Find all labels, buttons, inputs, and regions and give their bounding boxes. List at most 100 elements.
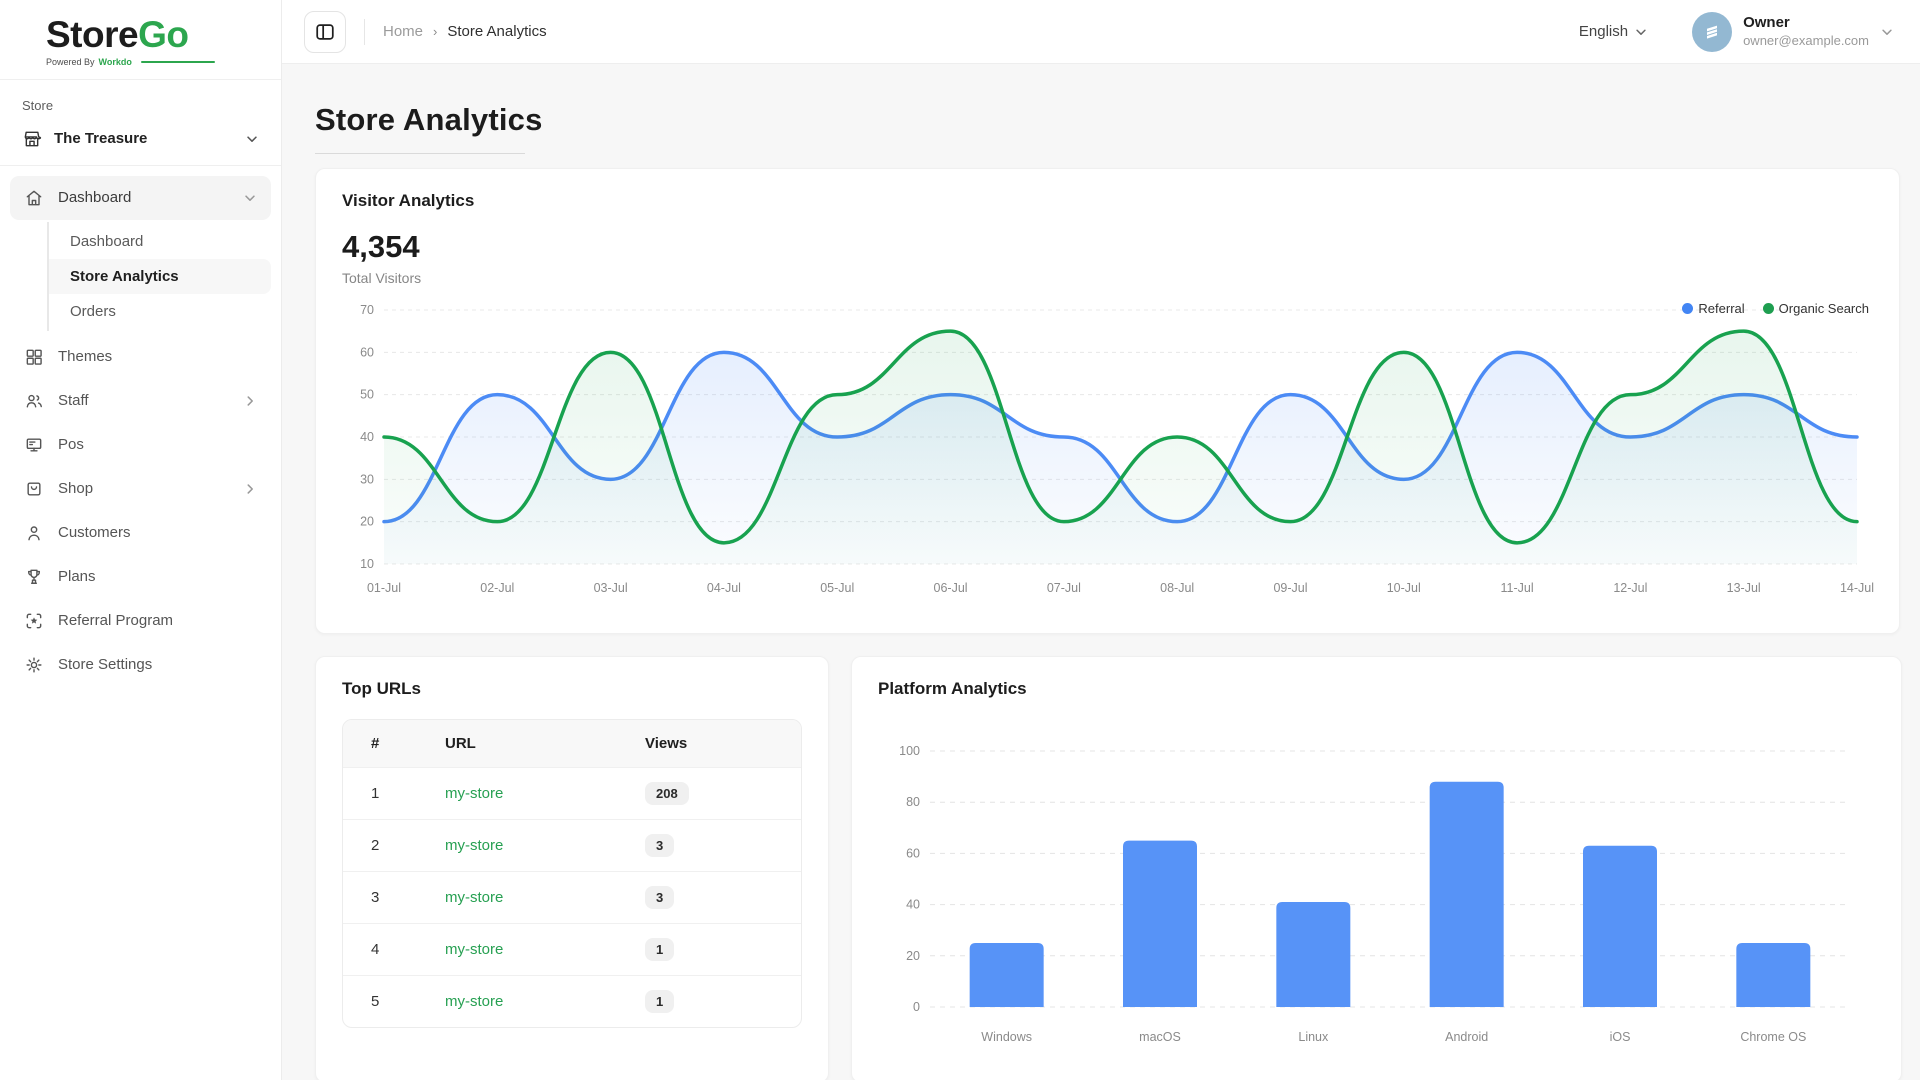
svg-text:06-Jul: 06-Jul (934, 581, 968, 595)
svg-text:04-Jul: 04-Jul (707, 581, 741, 595)
store-selector[interactable]: The Treasure (22, 129, 259, 149)
views-badge: 1 (645, 938, 675, 961)
brand-tagline: Powered By Workdo (46, 57, 281, 67)
svg-text:50: 50 (360, 388, 374, 402)
platform-bar-chart: 0 20 40 60 80 100 Windows macOS Linux Android iOS C… (899, 744, 1850, 1044)
themes-icon (26, 349, 42, 365)
svg-text:60: 60 (360, 345, 374, 359)
visitor-analytics-title: Visitor Analytics (342, 191, 475, 210)
sidebar-item-themes[interactable]: Themes (10, 335, 271, 379)
visitor-analytics-card: Visitor Analytics 4,354 Total Visitors R… (315, 168, 1900, 634)
svg-text:11-Jul: 11-Jul (1501, 581, 1534, 595)
sidebar-subitem-orders[interactable]: Orders (70, 302, 116, 320)
platform-analytics-title: Platform Analytics (878, 679, 1027, 698)
svg-text:Chrome OS: Chrome OS (1740, 1030, 1806, 1044)
svg-text:100: 100 (899, 744, 920, 758)
chevron-right-icon (247, 484, 253, 494)
breadcrumb-home[interactable]: Home (383, 23, 424, 40)
sidebar-item-shop[interactable]: Shop (10, 467, 271, 511)
plans-icon (27, 569, 41, 584)
table-row: 2 my-store 3 (343, 819, 801, 871)
table-row: 4 my-store 1 (343, 923, 801, 975)
sidebar-item-referral-program[interactable]: Referral Program (10, 599, 271, 643)
svg-text:20: 20 (360, 515, 374, 529)
svg-text:20: 20 (906, 949, 920, 963)
svg-text:08-Jul: 08-Jul (1160, 581, 1194, 595)
top-bar: Home › Store Analytics English Owner own… (282, 0, 1920, 64)
breadcrumb-current: Store Analytics (447, 23, 547, 40)
svg-text:13-Jul: 13-Jul (1727, 581, 1761, 595)
url-link[interactable]: my-store (445, 993, 504, 1010)
chevron-down-icon (247, 136, 257, 142)
total-visitors-label: Total Visitors (342, 270, 422, 286)
table-row: 5 my-store 1 (343, 975, 801, 1027)
svg-text:iOS: iOS (1610, 1030, 1631, 1044)
table-row: 3 my-store 3 (343, 871, 801, 923)
sidebar-panel-icon (316, 23, 334, 40)
platform-analytics-card: Platform Analytics 0 20 40 60 80 100 Windows ma… (851, 656, 1902, 1080)
gear-icon (26, 657, 42, 673)
svg-text:macOS: macOS (1139, 1030, 1181, 1044)
tagline-rule (140, 60, 215, 63)
svg-text:02-Jul: 02-Jul (480, 581, 514, 595)
avatar (1692, 11, 1733, 52)
chevron-down-icon (245, 195, 255, 201)
rank-cell: 2 (343, 819, 431, 871)
url-link[interactable]: my-store (445, 837, 504, 854)
language-selector[interactable]: English (1579, 23, 1648, 40)
store-section-label: Store (22, 97, 54, 113)
page-title: Store Analytics (315, 102, 543, 137)
sidebar-toggle-button[interactable] (304, 10, 346, 53)
svg-text:05-Jul: 05-Jul (820, 581, 854, 595)
svg-text:60: 60 (906, 846, 920, 860)
top-urls-title: Top URLs (342, 679, 422, 698)
views-badge: 3 (645, 834, 675, 857)
views-badge: 1 (645, 990, 675, 1013)
bar-iOS (1583, 845, 1657, 1007)
svg-text:40: 40 (906, 898, 920, 912)
bar-Windows (969, 943, 1044, 1007)
sidebar-subitem-dashboard[interactable]: Dashboard (70, 232, 144, 250)
column-url: URL (431, 720, 631, 767)
sidebar-item-customers[interactable]: Customers (10, 511, 271, 555)
table-header-row: # URL Views (343, 720, 801, 767)
views-badge: 3 (645, 886, 675, 909)
svg-text:10: 10 (360, 557, 374, 571)
user-menu[interactable]: Owner owner@example.com (1692, 11, 1894, 52)
sidebar-item-plans[interactable]: Plans (10, 555, 271, 599)
url-link[interactable]: my-store (445, 785, 504, 802)
breadcrumb: Home › Store Analytics (383, 23, 547, 40)
sidebar-item-pos[interactable]: Pos (10, 423, 271, 467)
visitor-line-chart: 10 20 30 40 50 60 70 01-Jul 02-Jul 03-Jul 04-Jul 05… (360, 303, 1874, 595)
chart-legend: Referral Organic Search (1682, 301, 1869, 316)
legend-item-referral[interactable]: Referral (1682, 301, 1745, 316)
bar-Chrome OS (1736, 943, 1811, 1007)
shop-icon (27, 482, 41, 496)
total-visitors-value: 4,354 (342, 229, 420, 264)
rank-cell: 5 (343, 975, 431, 1027)
rank-cell: 4 (343, 923, 431, 975)
svg-text:0: 0 (913, 1000, 920, 1014)
sidebar-item-dashboard[interactable]: Dashboard (10, 175, 271, 220)
url-link[interactable]: my-store (445, 941, 504, 958)
top-urls-table: # URL Views 1 my-store 208 2 (342, 719, 802, 1028)
sidebar-item-staff[interactable]: Staff (10, 379, 271, 423)
sidebar-nav: Dashboard Dashboard Store Analytics Orde… (0, 166, 281, 687)
user-email: owner@example.com (1743, 32, 1869, 48)
svg-text:40: 40 (360, 430, 374, 444)
views-badge: 208 (645, 782, 689, 805)
sidebar-subitem-store-analytics[interactable]: Store Analytics (49, 258, 271, 294)
legend-item-organic-search[interactable]: Organic Search (1762, 301, 1869, 316)
brand-logo[interactable]: StoreGo Powered By Workdo (0, 0, 281, 79)
svg-text:03-Jul: 03-Jul (594, 581, 628, 595)
home-icon (26, 190, 42, 206)
svg-text:70: 70 (360, 303, 374, 317)
column-rank: # (343, 720, 431, 767)
url-link[interactable]: my-store (445, 889, 504, 906)
bar-Android (1429, 781, 1504, 1007)
svg-text:09-Jul: 09-Jul (1273, 581, 1307, 595)
svg-text:80: 80 (906, 795, 920, 809)
svg-text:Android: Android (1445, 1030, 1488, 1044)
chevron-down-icon (1882, 29, 1892, 35)
sidebar-item-store-settings[interactable]: Store Settings (10, 643, 271, 687)
